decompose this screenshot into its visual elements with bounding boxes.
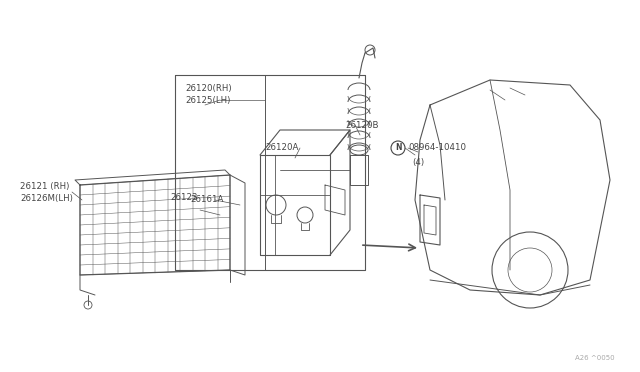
Text: A26 ^0050: A26 ^0050 [575,355,615,361]
Text: N: N [395,144,401,153]
Text: 26125(LH): 26125(LH) [185,96,230,105]
Text: 26120(RH): 26120(RH) [185,83,232,93]
Text: 26126M(LH): 26126M(LH) [20,193,73,202]
Text: 26123: 26123 [170,193,198,202]
Text: 26120B: 26120B [345,121,378,129]
Text: (4): (4) [412,157,424,167]
Text: 26120A: 26120A [265,144,298,153]
Text: 26161A: 26161A [190,196,223,205]
Text: 26121 (RH): 26121 (RH) [20,182,69,190]
Text: 08964-10410: 08964-10410 [408,144,466,153]
